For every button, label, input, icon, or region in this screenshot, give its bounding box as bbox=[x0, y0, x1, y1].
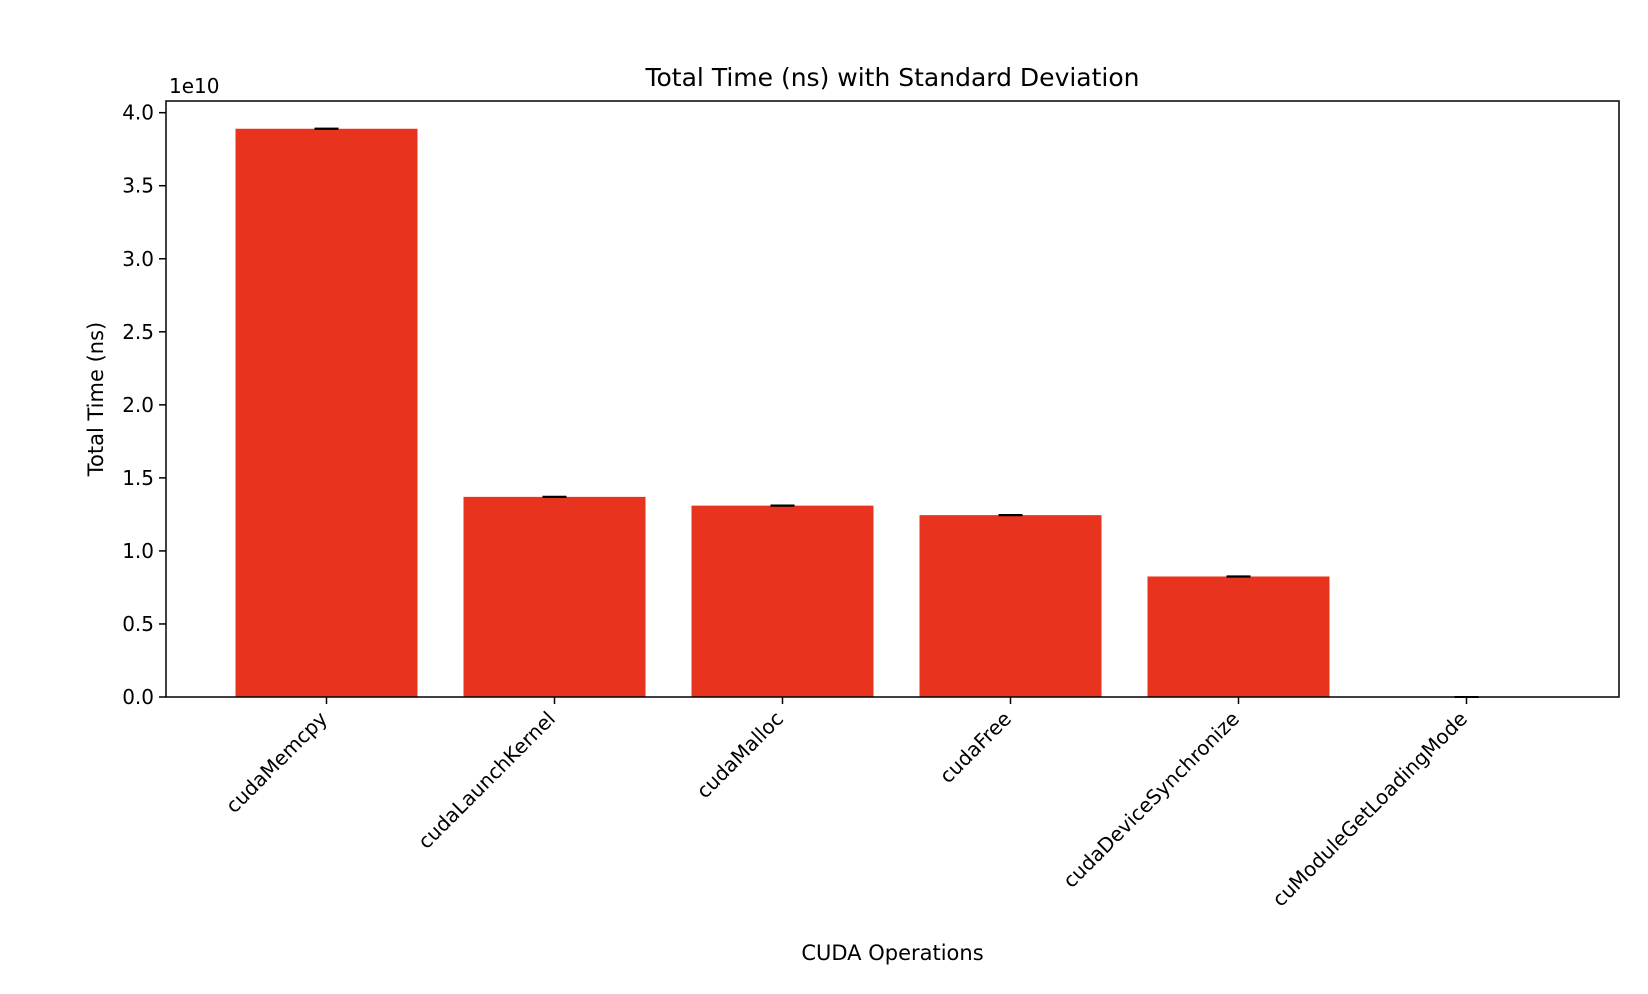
y-tick-label: 4.0 bbox=[122, 101, 154, 125]
plot-area-frame bbox=[165, 100, 1620, 698]
bar bbox=[691, 505, 874, 697]
bar bbox=[919, 515, 1102, 697]
bar-series bbox=[235, 128, 1558, 698]
x-axis-ticks: cudaMemcpy cudaLaunchKernel cudaMalloc cuda… bbox=[221, 697, 1472, 911]
chart-title: Total Time (ns) with Standard Deviation bbox=[644, 63, 1139, 92]
y-tick-label: 3.0 bbox=[122, 247, 154, 271]
y-tick-label: 1.5 bbox=[122, 466, 154, 490]
x-axis-title: CUDA Operations bbox=[801, 941, 983, 965]
y-tick-label: 0.5 bbox=[122, 612, 154, 636]
x-tick-label: cudaLaunchKernel bbox=[413, 707, 560, 854]
y-tick-label: 0.0 bbox=[122, 685, 154, 709]
y-axis-title: Total Time (ns) bbox=[84, 322, 108, 477]
x-tick-label: cuModuleGetLoadingMode bbox=[1267, 707, 1472, 912]
y-tick-label: 2.5 bbox=[122, 320, 154, 344]
x-tick-label: cudaMemcpy bbox=[221, 706, 332, 817]
bar bbox=[463, 496, 646, 697]
y-tick-label: 2.0 bbox=[122, 393, 154, 417]
y-axis-ticks: 0.0 0.5 1.0 1.5 2.0 2.5 3.0 3.5 4.0 bbox=[122, 101, 166, 709]
bar bbox=[1147, 576, 1330, 697]
bar bbox=[235, 128, 418, 698]
x-tick-label: cudaDeviceSynchronize bbox=[1058, 707, 1244, 893]
y-tick-label: 1.0 bbox=[122, 539, 154, 563]
x-tick-label: cudaFree bbox=[935, 707, 1016, 788]
x-tick-label: cudaMalloc bbox=[692, 707, 789, 804]
y-tick-label: 3.5 bbox=[122, 174, 154, 198]
y-axis-offset-label: 1e10 bbox=[169, 74, 219, 98]
